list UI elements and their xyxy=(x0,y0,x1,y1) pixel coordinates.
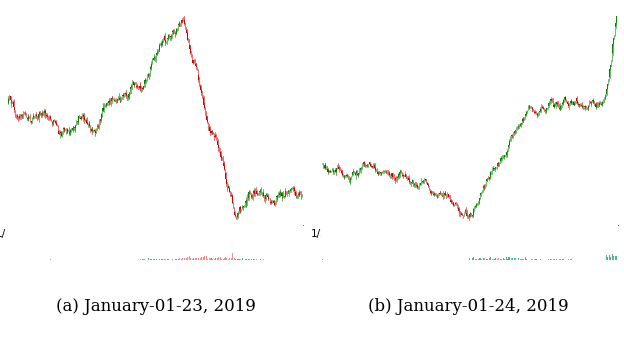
Text: (a) January-01-23, 2019: (a) January-01-23, 2019 xyxy=(56,298,256,315)
Text: (b) January-01-24, 2019: (b) January-01-24, 2019 xyxy=(368,298,568,315)
